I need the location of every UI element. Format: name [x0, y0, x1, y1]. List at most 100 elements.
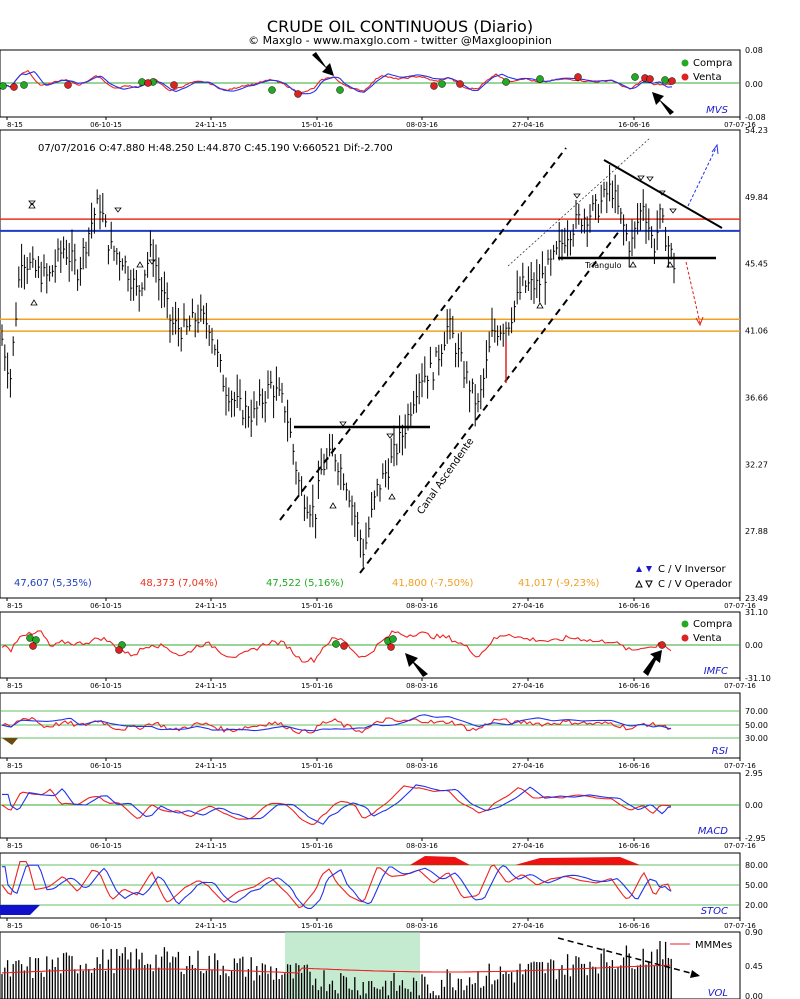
- price-y-tick-label: 49.84: [745, 193, 768, 202]
- marker-down-triangle: [637, 175, 645, 181]
- x-tick-label: 24-11-15: [195, 121, 227, 129]
- x-tick-label: 27-04-16: [512, 602, 544, 610]
- x-tick-label: 07-07-16: [724, 922, 756, 930]
- panel-frame-rsi: [0, 692, 741, 759]
- marker-up-triangle: [30, 299, 38, 306]
- mvs-sell-dot: [144, 79, 152, 87]
- y-tick-label: 0.08: [745, 46, 763, 55]
- x-tick-label: 06-10-15: [90, 842, 122, 850]
- price-y-tick-label: 23.49: [745, 594, 768, 603]
- panel-label-macd: MACD: [698, 826, 728, 837]
- mvs-sell-dot: [668, 77, 676, 85]
- rsi-avg-line: [1, 714, 672, 732]
- mvs-buy-dot: [536, 75, 544, 83]
- marker-down-triangle: [669, 208, 677, 214]
- x-tick-label: 07-07-16: [724, 602, 756, 610]
- level-label: 47,522 (5,16%): [266, 578, 344, 589]
- y-tick-label: 20.00: [745, 901, 768, 910]
- y-tick-label: -31.10: [745, 674, 771, 683]
- panel-label-imfc: IMFC: [704, 666, 728, 677]
- projection-down-arrowhead: [695, 316, 704, 327]
- rsi-line: [1, 716, 672, 735]
- x-tick-label: 06-10-15: [90, 762, 122, 770]
- x-tick-label: 27-04-16: [512, 922, 544, 930]
- triangle-label: Triangulo: [584, 261, 622, 270]
- x-tick-label: 15-01-16: [301, 682, 333, 690]
- mvs-buy-dot: [502, 78, 510, 86]
- mvs-sell-dot: [10, 83, 18, 91]
- stoc-d-line: [2, 864, 672, 909]
- x-tick-label: 8-15: [7, 682, 23, 690]
- y-tick-label: 0.00: [745, 641, 763, 650]
- vol-trend-arrow: [557, 937, 699, 976]
- x-tick-label: 15-01-16: [301, 922, 333, 930]
- imfc-sell-dot: [387, 643, 395, 651]
- panel-label-mvs: MVS: [706, 105, 728, 116]
- marker-up-triangle: [28, 202, 36, 209]
- marker-up-triangle: [388, 493, 396, 500]
- y-tick-label: 2.95: [745, 769, 763, 778]
- price-y-tick-label: 45.45: [745, 260, 768, 269]
- marker-up-triangle: [629, 261, 637, 268]
- imfc-sell-dot: [115, 646, 123, 654]
- x-tick-label: 06-10-15: [90, 121, 122, 129]
- imfc-arrow-icon: [405, 653, 428, 677]
- imfc-arrow-icon: [643, 650, 662, 676]
- imfc-sell-dot: [340, 642, 348, 650]
- x-tick-label: 16-06-16: [618, 121, 650, 129]
- x-tick-label: 27-04-16: [512, 762, 544, 770]
- level-label: 41,800 (-7,50%): [392, 578, 473, 589]
- mvs-sell-dot: [430, 82, 438, 90]
- x-tick-label: 24-11-15: [195, 682, 227, 690]
- mvs-sell-dot: [64, 81, 72, 89]
- x-tick-label: 24-11-15: [195, 922, 227, 930]
- imfc-legend-sell-icon: [681, 634, 689, 642]
- level-label: 48,373 (7,04%): [140, 578, 218, 589]
- y-tick-label: 80.00: [745, 861, 768, 870]
- x-tick-label: 07-07-16: [724, 682, 756, 690]
- vol-y-tick-label: 0.90: [745, 928, 763, 937]
- x-tick-label: 07-07-16: [724, 121, 756, 129]
- mvs-buy-dot: [268, 86, 276, 94]
- x-tick-label: 16-06-16: [618, 842, 650, 850]
- x-tick-label: 07-07-16: [724, 842, 756, 850]
- x-tick-label: 08-03-16: [406, 842, 438, 850]
- mvs-arrow-icon: [312, 52, 334, 76]
- x-tick-label: 08-03-16: [406, 922, 438, 930]
- legend-operador-down-icon: [645, 580, 653, 589]
- x-tick-label: 27-04-16: [512, 682, 544, 690]
- x-tick-label: 24-11-15: [195, 602, 227, 610]
- marker-up-triangle: [329, 502, 337, 509]
- channel-lower-line: [359, 229, 621, 574]
- vol-y-tick-label: 0.45: [745, 962, 763, 971]
- x-tick-label: 16-06-16: [618, 922, 650, 930]
- mvs-buy-dot: [631, 73, 639, 81]
- legend-operador-up-icon: [635, 579, 643, 588]
- chart-title: CRUDE OIL CONTINUOUS (Diario): [266, 17, 534, 36]
- mvs-buy-dot: [438, 80, 446, 88]
- mvs-legend-buy-icon: [681, 59, 689, 67]
- imfc-line: [1, 630, 672, 664]
- projection-up-arrowhead: [711, 143, 719, 155]
- mvs-arrow-icon: [652, 92, 674, 115]
- projection-up-arrow: [687, 147, 717, 207]
- mvs-buy-dot: [0, 82, 7, 90]
- panel-label-rsi: RSI: [712, 746, 728, 757]
- x-tick-label: 06-10-15: [90, 682, 122, 690]
- mvs-legend-sell: Venta: [693, 72, 722, 83]
- x-tick-label: 08-03-16: [406, 762, 438, 770]
- x-tick-label: 16-06-16: [618, 762, 650, 770]
- marker-down-triangle: [386, 433, 394, 439]
- price-y-tick-label: 27.88: [745, 527, 768, 536]
- marker-down-triangle: [573, 193, 581, 199]
- mvs-sell-dot: [294, 90, 302, 98]
- chart-subtitle: © Maxglo - www.maxglo.com - twitter @Max…: [248, 34, 552, 47]
- x-tick-label: 15-01-16: [301, 762, 333, 770]
- macd-line: [1, 785, 672, 825]
- imfc-buy-dot: [32, 636, 40, 644]
- y-tick-label: 50.00: [745, 721, 768, 730]
- vol-y-tick-label: 0.00: [745, 992, 763, 999]
- panel-label-stoc: STOC: [701, 906, 728, 917]
- legend-inversor-down-icon: [646, 566, 652, 572]
